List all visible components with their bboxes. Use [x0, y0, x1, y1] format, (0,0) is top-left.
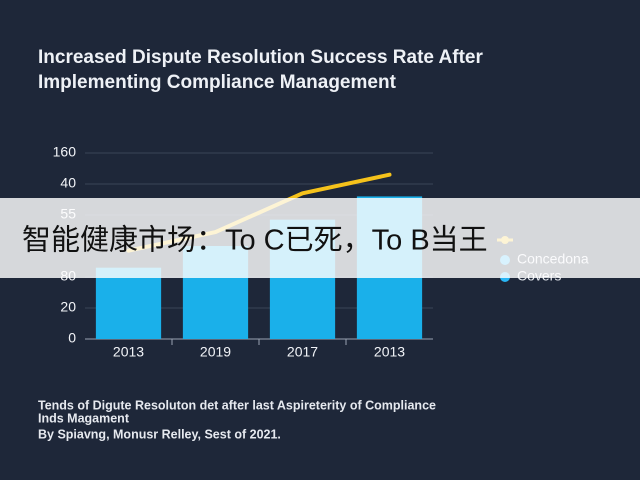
y-tick-label: 0 [68, 330, 76, 346]
x-tick-label: 2013 [374, 344, 405, 360]
x-tick-label: 2019 [200, 344, 231, 360]
banner-text: 智能健康市场：To C已死，To B当王 [22, 224, 488, 257]
chart-title: Implementing Compliance Management [38, 72, 397, 93]
footer-text: By Spiavng, Monusr Relley, Sest of 2021. [38, 427, 281, 441]
x-tick-label: 2017 [287, 344, 318, 360]
bar [95, 267, 162, 339]
footer-text: Tends of Digute Resoluton det after last… [38, 398, 436, 412]
banner [0, 198, 640, 278]
x-tick-label: 2013 [113, 344, 144, 360]
chart-title: Increased Dispute Resolution Success Rat… [38, 47, 483, 68]
y-tick-label: 40 [60, 175, 76, 191]
y-tick-label: 160 [53, 144, 77, 160]
y-tick-label: 20 [60, 299, 76, 315]
footer-text: Inds Magament [38, 411, 130, 425]
